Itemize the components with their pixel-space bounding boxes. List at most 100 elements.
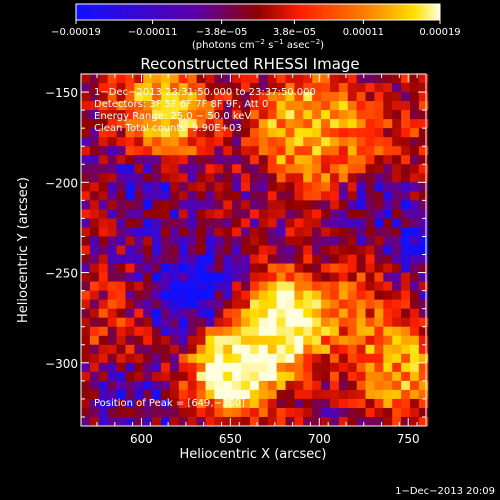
heatmap-cell bbox=[249, 173, 260, 183]
heatmap-cell bbox=[383, 344, 393, 355]
heatmap-cell bbox=[418, 164, 429, 174]
heatmap-cell bbox=[383, 236, 393, 246]
heatmap-cell bbox=[116, 407, 126, 418]
heatmap-cell bbox=[241, 128, 251, 138]
heatmap-cell bbox=[383, 218, 393, 228]
heatmap-cell bbox=[223, 137, 233, 147]
heatmap-cell bbox=[418, 263, 429, 274]
heatmap-cell bbox=[321, 263, 331, 274]
heatmap-cell bbox=[276, 101, 287, 111]
heatmap-cell bbox=[161, 353, 171, 364]
heatmap-cell bbox=[258, 299, 269, 310]
heatmap-cell bbox=[347, 119, 358, 129]
heatmap-cell bbox=[383, 362, 393, 373]
heatmap-cell bbox=[383, 227, 393, 237]
heatmap-cell bbox=[347, 236, 358, 246]
heatmap-cell bbox=[214, 272, 224, 283]
heatmap-cell bbox=[329, 191, 340, 201]
heatmap-cell bbox=[134, 335, 144, 346]
heatmap-cell bbox=[196, 416, 206, 427]
heatmap-cell bbox=[214, 155, 224, 165]
heatmap-cell bbox=[312, 119, 322, 129]
heatmap-cell bbox=[374, 236, 384, 246]
heatmap-cell bbox=[116, 344, 126, 355]
heatmap-cell bbox=[125, 164, 135, 174]
heatmap-cell bbox=[178, 254, 189, 265]
heatmap-cell bbox=[392, 416, 402, 427]
heatmap-cell bbox=[249, 245, 260, 256]
heatmap-cell bbox=[196, 362, 206, 373]
heatmap-cell bbox=[125, 200, 135, 210]
heatmap-cell bbox=[81, 182, 91, 192]
heatmap-cell bbox=[365, 407, 375, 418]
heatmap-cell bbox=[258, 74, 269, 84]
heatmap-cell bbox=[356, 344, 367, 355]
heatmap-cell bbox=[89, 416, 100, 427]
heatmap-cell bbox=[178, 209, 189, 219]
heatmap-cell bbox=[196, 353, 206, 364]
heatmap-cell bbox=[418, 317, 429, 328]
heatmap-cell bbox=[392, 398, 402, 409]
heatmap-cell bbox=[241, 353, 251, 364]
heatmap-cell bbox=[205, 389, 215, 400]
heatmap-cell bbox=[294, 380, 304, 391]
heatmap-cell bbox=[329, 389, 340, 400]
heatmap-cell bbox=[214, 344, 224, 355]
heatmap-cell bbox=[401, 110, 411, 120]
heatmap-cell bbox=[187, 173, 198, 183]
heatmap-cell bbox=[356, 209, 367, 219]
heatmap-cell bbox=[107, 155, 118, 165]
heatmap-cell bbox=[169, 272, 180, 283]
heatmap-cell bbox=[232, 173, 242, 183]
annotation-peak-position: Position of Peak = [649,−300] bbox=[94, 398, 245, 409]
heatmap-cell bbox=[196, 137, 206, 147]
heatmap-cell bbox=[285, 182, 295, 192]
heatmap-cell bbox=[401, 299, 411, 310]
heatmap-cell bbox=[374, 128, 384, 138]
heatmap-cell bbox=[178, 398, 189, 409]
heatmap-cell bbox=[347, 317, 358, 328]
heatmap-cell bbox=[329, 119, 340, 129]
heatmap-cell bbox=[241, 308, 251, 319]
heatmap-cell bbox=[81, 191, 91, 201]
heatmap-cell bbox=[392, 83, 402, 93]
heatmap-cell bbox=[178, 290, 189, 301]
heatmap-cell bbox=[374, 209, 384, 219]
heatmap-cell bbox=[98, 119, 109, 129]
heatmap-cell bbox=[196, 83, 206, 93]
heatmap-cell bbox=[338, 173, 349, 183]
heatmap-cell bbox=[89, 389, 100, 400]
heatmap-cell bbox=[223, 326, 233, 337]
heatmap-cell bbox=[98, 344, 109, 355]
heatmap-cell bbox=[143, 317, 153, 328]
heatmap-cell bbox=[169, 164, 180, 174]
heatmap-cell bbox=[98, 290, 109, 301]
heatmap-cell bbox=[267, 182, 278, 192]
heatmap-cell bbox=[338, 182, 349, 192]
heatmap-cell bbox=[276, 362, 287, 373]
heatmap-cell bbox=[356, 191, 367, 201]
heatmap-cell bbox=[303, 83, 313, 93]
heatmap-cell bbox=[107, 191, 118, 201]
heatmap-cell bbox=[116, 173, 126, 183]
heatmap-cell bbox=[187, 362, 198, 373]
heatmap-cell bbox=[241, 272, 251, 283]
heatmap-cell bbox=[347, 263, 358, 274]
heatmap-cell bbox=[81, 200, 91, 210]
heatmap-cell bbox=[258, 263, 269, 274]
heatmap-cell bbox=[169, 137, 180, 147]
heatmap-cell bbox=[392, 263, 402, 274]
heatmap-cell bbox=[294, 137, 304, 147]
heatmap-cell bbox=[392, 308, 402, 319]
heatmap-cell bbox=[409, 101, 420, 111]
heatmap-cell bbox=[303, 119, 313, 129]
heatmap-cell bbox=[241, 371, 251, 382]
heatmap-cell bbox=[418, 281, 429, 292]
heatmap-cell bbox=[134, 416, 144, 427]
heatmap-cell bbox=[276, 110, 287, 120]
heatmap-cell bbox=[143, 110, 153, 120]
heatmap-cell bbox=[401, 200, 411, 210]
heatmap-cell bbox=[258, 209, 269, 219]
heatmap-cell bbox=[125, 389, 135, 400]
heatmap-cell bbox=[249, 263, 260, 274]
